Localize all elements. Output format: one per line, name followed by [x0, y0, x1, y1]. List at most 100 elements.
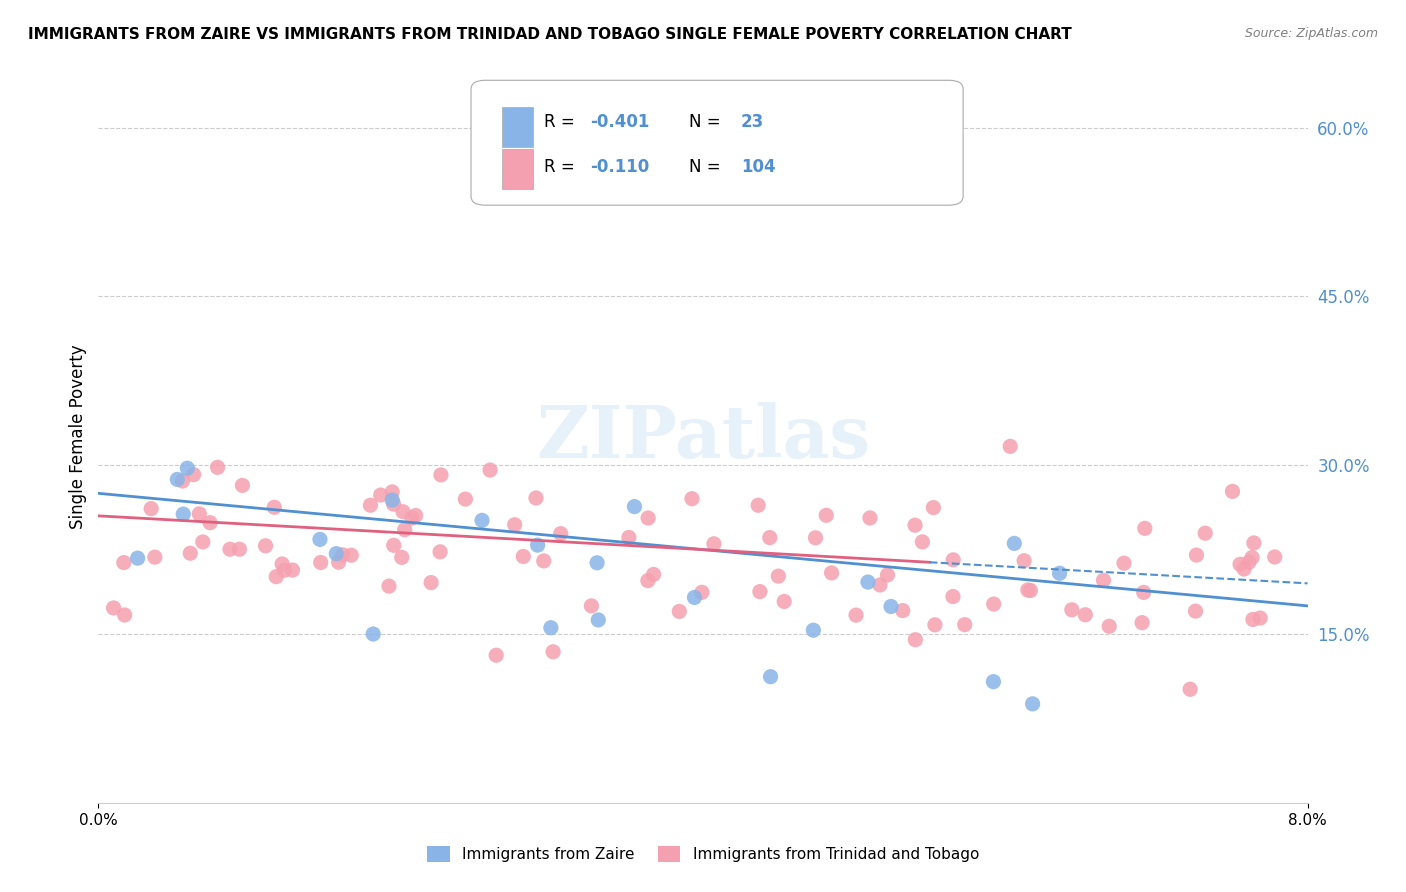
- Point: [983, 674, 1005, 689]
- Point: [588, 613, 610, 627]
- Point: [801, 624, 824, 638]
- Point: [112, 556, 135, 570]
- Point: [127, 551, 149, 566]
- Point: [768, 569, 790, 583]
- Point: [228, 542, 250, 557]
- Point: [1233, 562, 1256, 576]
- Point: [815, 508, 838, 523]
- Point: [166, 472, 188, 486]
- Point: [309, 533, 332, 547]
- Point: [1264, 549, 1286, 564]
- Point: [690, 585, 713, 599]
- Point: [748, 584, 770, 599]
- Point: [953, 617, 976, 632]
- Point: [179, 546, 201, 560]
- Point: [503, 517, 526, 532]
- Point: [429, 545, 451, 559]
- Point: [869, 578, 891, 592]
- Point: [479, 463, 502, 477]
- Point: [485, 648, 508, 663]
- Text: Source: ZipAtlas.com: Source: ZipAtlas.com: [1244, 27, 1378, 40]
- Point: [1002, 536, 1025, 550]
- Point: [524, 491, 547, 505]
- Point: [198, 516, 221, 530]
- Point: [361, 627, 384, 641]
- Point: [254, 539, 277, 553]
- Point: [681, 491, 703, 506]
- Point: [271, 557, 294, 571]
- Point: [668, 604, 690, 618]
- Point: [382, 538, 405, 552]
- Point: [1178, 682, 1201, 697]
- Point: [911, 534, 934, 549]
- Point: [381, 484, 404, 499]
- Point: [1130, 615, 1153, 630]
- Point: [1133, 521, 1156, 535]
- Point: [637, 574, 659, 588]
- Point: [1194, 526, 1216, 541]
- Point: [1222, 484, 1244, 499]
- Point: [430, 467, 453, 482]
- Point: [1229, 558, 1251, 572]
- Point: [281, 563, 304, 577]
- Point: [1185, 548, 1208, 562]
- Point: [394, 523, 416, 537]
- Point: [332, 548, 354, 562]
- Point: [1060, 603, 1083, 617]
- Point: [533, 554, 555, 568]
- Point: [526, 538, 548, 552]
- Point: [904, 518, 927, 533]
- Point: [359, 498, 381, 512]
- Point: [176, 461, 198, 475]
- Text: 104: 104: [741, 158, 776, 176]
- Point: [859, 511, 882, 525]
- Point: [264, 569, 287, 583]
- Point: [924, 617, 946, 632]
- Point: [1243, 536, 1265, 550]
- Text: 23: 23: [741, 113, 765, 131]
- Point: [891, 603, 914, 617]
- Point: [703, 537, 725, 551]
- Point: [820, 566, 842, 580]
- Point: [1098, 619, 1121, 633]
- Text: -0.110: -0.110: [591, 158, 650, 176]
- Text: -0.401: -0.401: [591, 113, 650, 131]
- Point: [401, 511, 423, 525]
- Point: [454, 492, 477, 507]
- Point: [759, 670, 782, 684]
- Point: [231, 478, 253, 492]
- Point: [880, 599, 903, 614]
- Point: [623, 500, 645, 514]
- Point: [207, 460, 229, 475]
- Y-axis label: Single Female Poverty: Single Female Poverty: [69, 345, 87, 529]
- Text: IMMIGRANTS FROM ZAIRE VS IMMIGRANTS FROM TRINIDAD AND TOBAGO SINGLE FEMALE POVER: IMMIGRANTS FROM ZAIRE VS IMMIGRANTS FROM…: [28, 27, 1071, 42]
- Point: [392, 505, 415, 519]
- Point: [942, 590, 965, 604]
- Point: [1249, 611, 1271, 625]
- Point: [845, 608, 868, 623]
- Point: [143, 550, 166, 565]
- Point: [856, 575, 879, 590]
- Point: [876, 568, 898, 582]
- Point: [219, 542, 242, 557]
- Point: [586, 556, 609, 570]
- Point: [773, 594, 796, 608]
- Point: [172, 474, 194, 488]
- Point: [758, 531, 780, 545]
- Point: [804, 531, 827, 545]
- Text: R =: R =: [544, 113, 581, 131]
- Text: N =: N =: [689, 158, 725, 176]
- Point: [747, 498, 769, 512]
- Point: [1021, 697, 1043, 711]
- Point: [942, 553, 965, 567]
- Point: [172, 507, 194, 521]
- Point: [471, 513, 494, 527]
- Point: [1049, 566, 1071, 581]
- Point: [904, 632, 927, 647]
- Point: [683, 591, 706, 605]
- Point: [1074, 607, 1097, 622]
- Point: [391, 550, 413, 565]
- Point: [309, 556, 332, 570]
- Point: [1132, 585, 1154, 599]
- Point: [1012, 554, 1035, 568]
